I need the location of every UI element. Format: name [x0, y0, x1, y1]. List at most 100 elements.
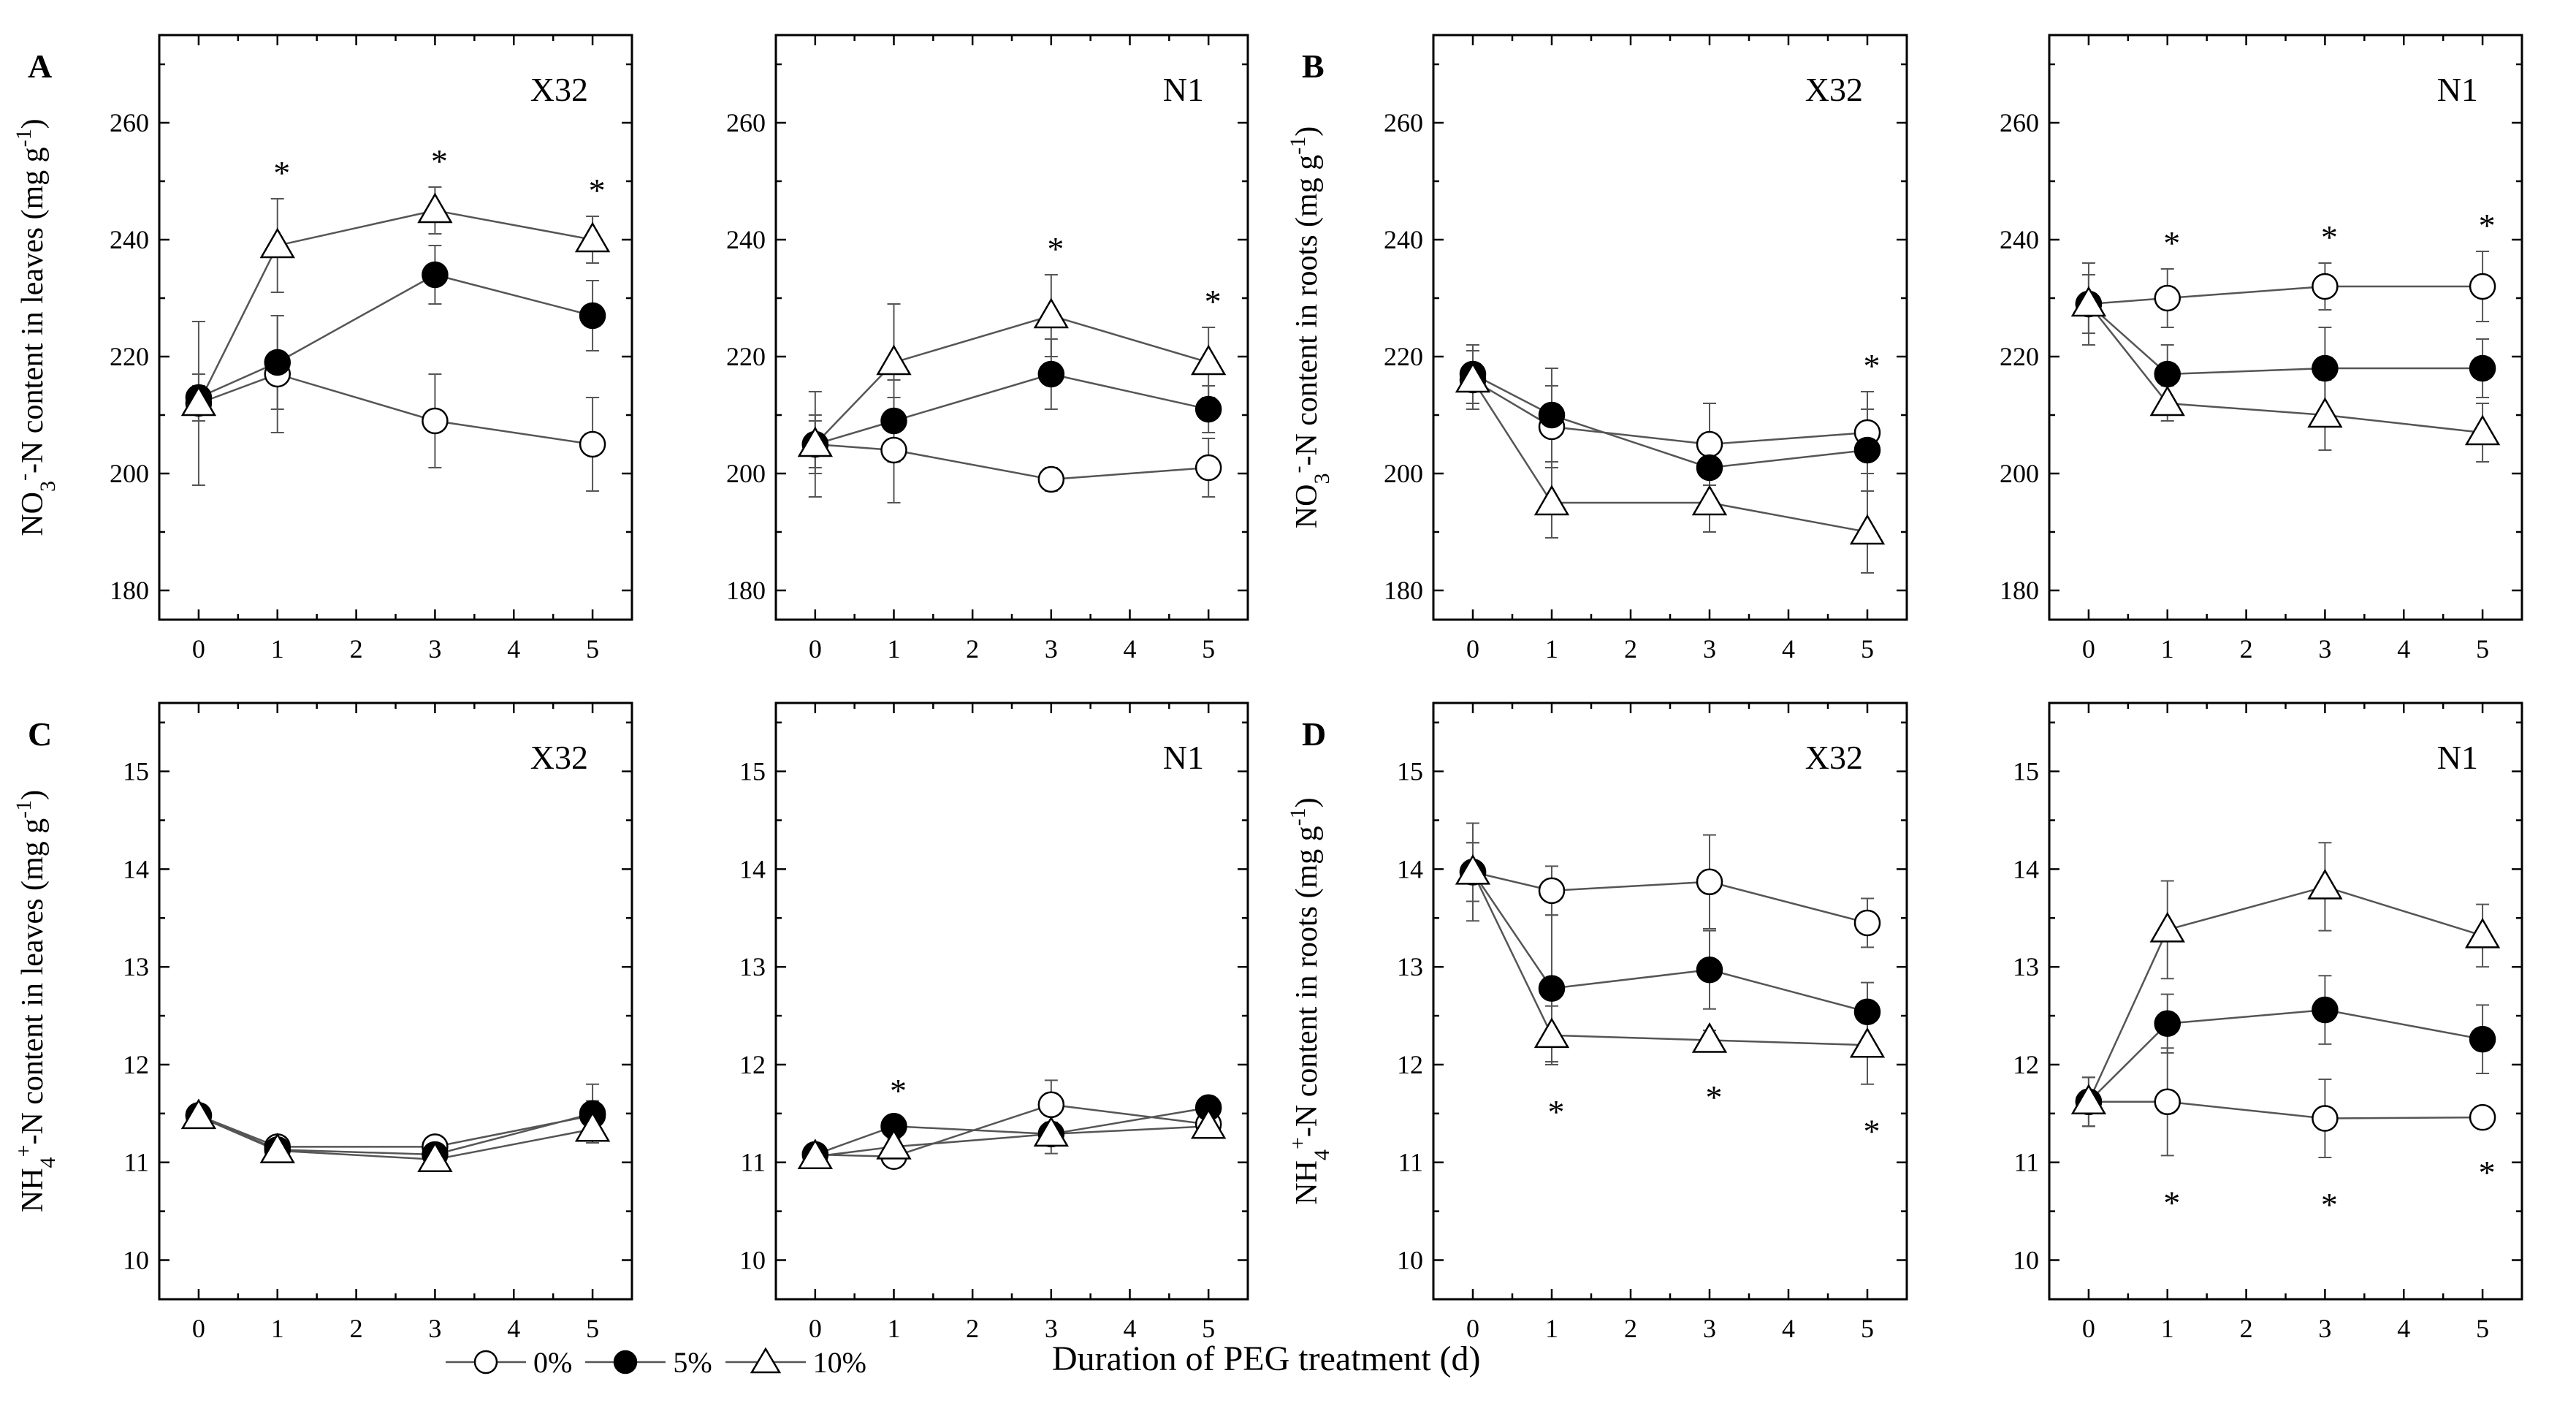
data-point-10% [2149, 385, 2185, 417]
data-point-5% [1538, 975, 1566, 1002]
x-tick-label: 0 [809, 1314, 822, 1343]
data-point-10% [2464, 414, 2501, 446]
x-axis-title: Duration of PEG treatment (d) [1052, 1339, 1481, 1378]
genotype-label: X32 [530, 71, 588, 108]
data-point-5% [2312, 996, 2339, 1024]
x-tick-label: 1 [271, 634, 284, 664]
x-tick-label: 1 [2161, 1314, 2174, 1343]
significance-star: * [2163, 224, 2180, 262]
series-line-5% [2088, 303, 2483, 376]
y-tick-label: 180 [726, 576, 766, 605]
x-tick-label: 0 [809, 634, 822, 664]
x-tick-label: 0 [192, 634, 205, 664]
x-tick-label: 2 [1624, 634, 1637, 664]
y-tick-label: 240 [726, 225, 766, 254]
data-point-5% [2469, 354, 2496, 382]
series-line-5% [2088, 1008, 2483, 1103]
data-point-10% [417, 192, 453, 224]
data-point-5% [1696, 454, 1723, 482]
data-point-0% [2154, 284, 2181, 312]
y-tick-label: 14 [2013, 854, 2039, 883]
x-tick-label: 3 [1703, 1314, 1716, 1343]
data-point-10% [1533, 1017, 1570, 1049]
data-point-0% [579, 430, 606, 458]
plot-frame [1432, 702, 1908, 1301]
series-line-0% [198, 1114, 593, 1148]
panel-letter: A [28, 47, 52, 85]
legend-item-0: 0% [446, 1345, 572, 1380]
data-point-10% [417, 1141, 453, 1172]
data-point-5% [2312, 354, 2339, 382]
data-point-10% [259, 1133, 295, 1163]
legend-item-1: 5% [585, 1345, 712, 1380]
data-point-0% [1853, 909, 1881, 937]
plot-frame [158, 34, 633, 621]
series-line-10% [1471, 379, 1868, 533]
data-point-0% [422, 407, 449, 435]
data-point-10% [2307, 868, 2343, 900]
data-point-5% [1696, 956, 1723, 984]
data-point-5% [1853, 436, 1881, 464]
data-point-0% [880, 436, 907, 464]
data-point-0% [1538, 877, 1566, 905]
significance-star: * [890, 1072, 907, 1109]
data-point-0% [1696, 430, 1723, 458]
x-tick-label: 4 [1782, 1314, 1795, 1343]
series-line-0% [198, 373, 593, 446]
data-point-10% [2070, 286, 2107, 317]
y-tick-label: 14 [739, 854, 766, 883]
genotype-label: X32 [1805, 71, 1863, 108]
genotype-label: N1 [2437, 71, 2478, 108]
x-tick-label: 3 [2318, 1314, 2331, 1343]
significance-star: * [273, 154, 290, 191]
data-point-10% [876, 344, 912, 376]
series-line-0% [815, 443, 1209, 481]
data-point-5% [1037, 360, 1065, 388]
y-tick-label: 200 [1384, 459, 1423, 488]
y-axis-label: NH4+-N content in leaves (mg g-1) [12, 790, 60, 1212]
x-tick-label: 5 [586, 634, 599, 664]
data-point-5% [1538, 401, 1566, 429]
y-tick-label: 11 [123, 1148, 149, 1177]
y-tick-label: 14 [1397, 854, 1423, 883]
significance-star: * [589, 172, 606, 209]
y-tick-label: 200 [726, 459, 766, 488]
series-line-0% [1472, 379, 1868, 446]
data-point-0% [2469, 273, 2496, 300]
x-tick-label: 0 [1466, 634, 1479, 664]
y-tick-label: 10 [2013, 1245, 2039, 1274]
data-point-10% [1849, 1027, 1886, 1058]
series-line-5% [815, 1106, 1209, 1156]
data-point-5% [1853, 998, 1881, 1025]
series-line-10% [198, 1115, 593, 1160]
data-point-5% [2154, 1010, 2181, 1038]
x-tick-label: 5 [1202, 634, 1215, 664]
y-tick-label: 240 [1384, 225, 1423, 254]
data-point-10% [1455, 362, 1491, 393]
legend-marker-filled-circle [585, 1350, 666, 1375]
data-point-10% [2070, 1084, 2107, 1115]
data-point-10% [180, 1098, 217, 1130]
y-tick-label: 13 [123, 952, 149, 981]
significance-star: * [2479, 207, 2496, 244]
y-tick-label: 11 [2013, 1148, 2039, 1177]
data-point-0% [2469, 1103, 2496, 1131]
data-point-10% [2307, 397, 2343, 428]
y-tick-label: 10 [739, 1245, 766, 1274]
y-tick-label: 260 [1384, 108, 1423, 137]
significance-star: * [1864, 1113, 1880, 1150]
y-tick-label: 10 [1397, 1245, 1423, 1274]
significance-star: * [1864, 347, 1880, 384]
significance-star: * [1205, 283, 1222, 320]
y-tick-label: 13 [1397, 952, 1423, 981]
y-tick-label: 180 [110, 576, 149, 605]
data-point-10% [1533, 484, 1570, 516]
data-point-10% [1190, 1108, 1227, 1139]
y-tick-label: 12 [123, 1050, 149, 1079]
series-line-10% [815, 1125, 1209, 1157]
x-tick-label: 5 [1202, 1314, 1215, 1343]
x-tick-label: 3 [1045, 1314, 1058, 1343]
x-tick-label: 5 [586, 1314, 599, 1343]
x-tick-label: 4 [1782, 634, 1795, 664]
